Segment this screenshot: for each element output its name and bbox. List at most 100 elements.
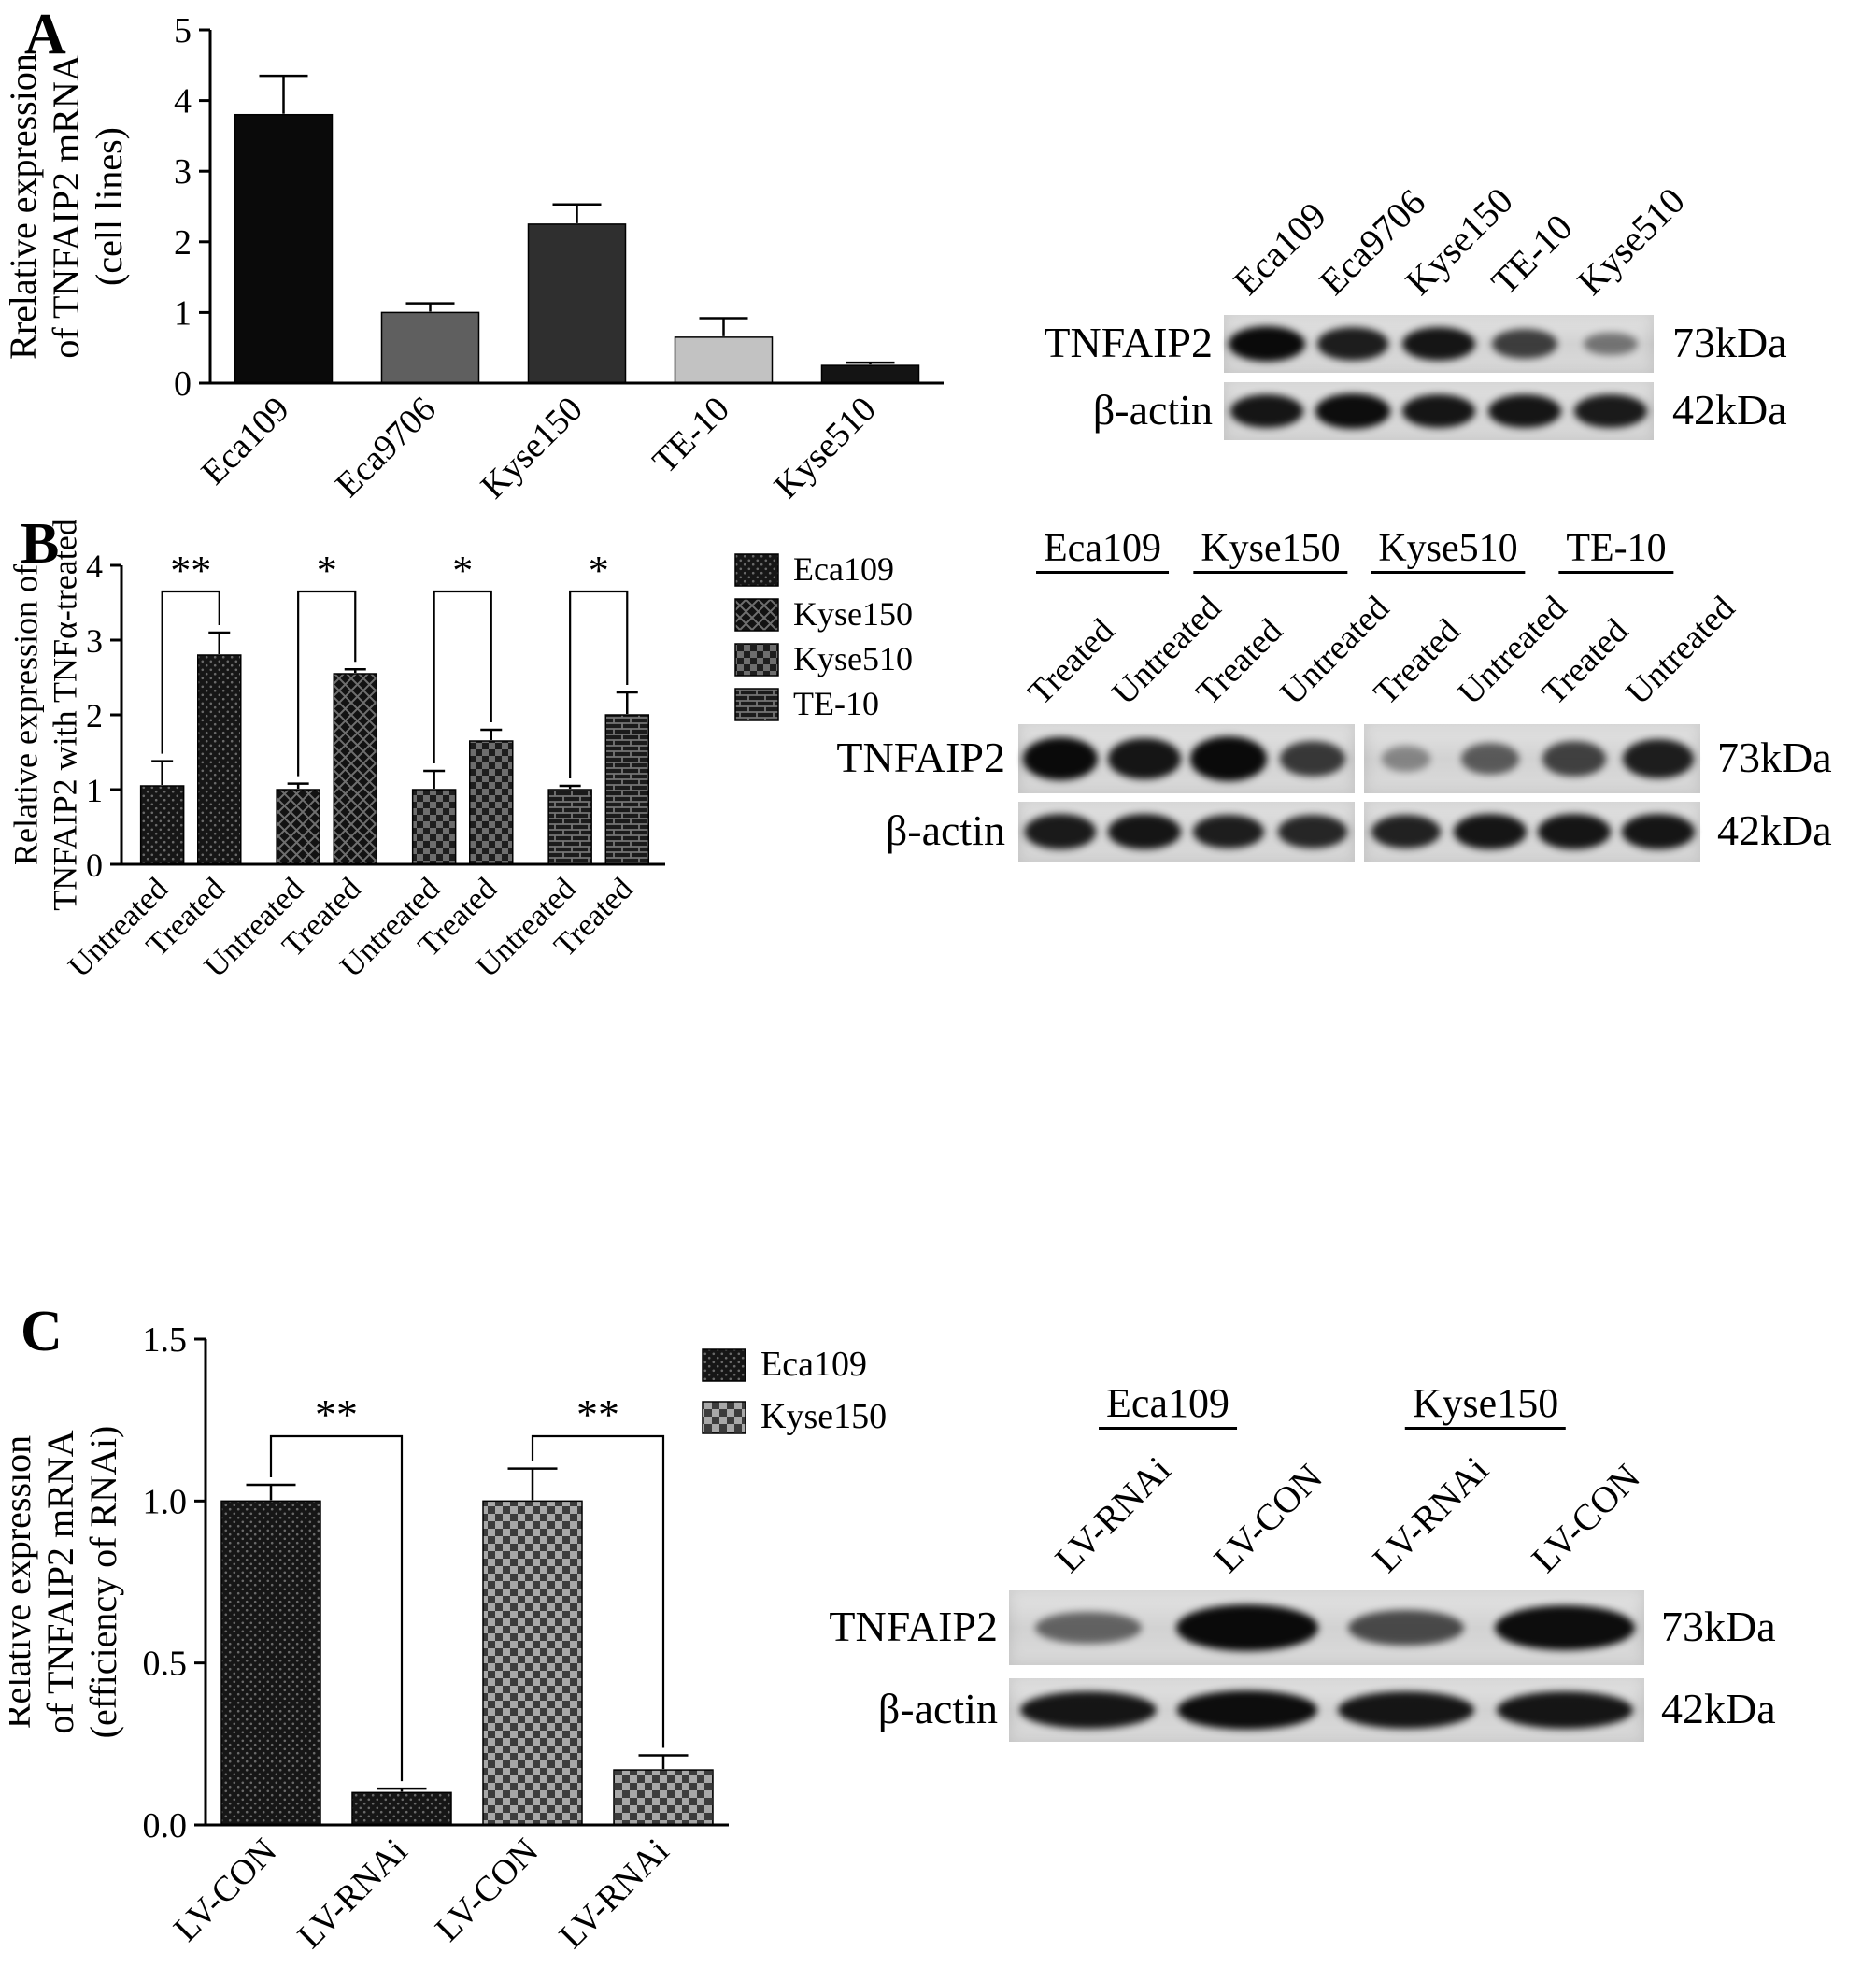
error-bar [151,760,174,785]
blot-kda-label: 42kDa [1672,386,1787,435]
error-bar [507,1467,558,1501]
blot-band [1622,814,1695,849]
blot-lane-label: Untreated [1618,589,1743,713]
blot-band [1278,815,1347,848]
blot-band [1495,1604,1635,1651]
y-tick-label: 1 [86,772,103,809]
y-tick-label: 1.0 [143,1482,188,1521]
error-bar [552,203,602,223]
blot-band [1381,746,1431,772]
significance-bracket [297,590,357,777]
bar [411,789,457,865]
bar [234,113,334,384]
legend-label: Eca109 [760,1345,867,1384]
bar [351,1791,452,1826]
y-tick-label: 0 [174,364,192,404]
bar [197,654,242,865]
blot-kda-label: 73kDa [1717,734,1832,782]
blot-lane-label: Treated [1020,611,1122,713]
bar [333,673,378,865]
y-tick-label: 3 [86,622,103,660]
significance-label: * [589,548,609,593]
error-bar [208,631,231,654]
x-category-label: Eca109 [194,390,297,492]
error-bar [480,728,503,740]
blot-group-label: Kyse150 [1193,527,1348,575]
x-category-label: LV-CON [166,1831,284,1949]
blot-protein-label: β-actin [1092,386,1213,435]
significance-bracket [269,1434,404,1782]
bar [220,1500,321,1826]
panel-a: A 0 1 2 3 4 5 Eca109 Eca9706 Kyse150 TE-10 Kyse510… [0,0,1876,528]
bar [613,1769,714,1826]
blot-band [1584,332,1638,356]
blot-lane-label: Eca109 [1225,193,1335,304]
blot-band [1542,741,1606,777]
x-category-label: TE-10 [646,390,737,481]
legend-label: TE-10 [793,685,879,722]
error-bar [423,769,446,789]
panel-c: C ** ** 0.0 0.5 1.0 1.5 LV-CON LV-RNAi LV-CON LV-… [0,1290,1876,1981]
blot-group-label: TE-10 [1558,527,1674,575]
panel-c-letter: C [21,1300,63,1363]
blot-kda-label: 42kDa [1661,1685,1776,1733]
blot-band [1229,393,1304,429]
blot-lane-label: LV-RNAi [1364,1447,1497,1581]
blot-lane-label: Kyse510 [1569,178,1693,304]
legend-label: Kyse150 [760,1397,887,1436]
blot-band [1315,393,1391,429]
error-bar [699,317,748,336]
y-axis-title: Relative expression ofTNFAIP2 with TNFα-… [11,520,84,911]
y-axis-title: Relative expressionof TNFAIP2 mRNA(effic… [9,1426,124,1739]
blot-group-label: Kyse150 [1404,1380,1567,1431]
y-tick-label: 2 [174,223,192,263]
panel-c-western-blot: TNFAIP2 73kDa β-actin 42kDa LV-RNAi LV-CON LV-… [794,1355,1873,1803]
panel-b: B ** * * * 0 1 2 3 4 Untreated Treated Untreated Tre… [0,509,1876,1294]
blot-band [1022,736,1099,781]
legend-swatch [702,1401,746,1434]
bar [674,336,774,384]
panel-b-western-blot: TNFAIP2 73kDa β-actin 42kDa Treated Untreated… [794,523,1873,916]
x-category-label: Eca9706 [328,390,444,506]
legend-swatch [734,553,779,587]
y-tick-label: 4 [86,548,103,585]
bar [604,714,650,865]
y-tick-label: 3 [174,152,192,192]
x-category-label: LV-RNAi [291,1831,416,1957]
legend-label: Kyse150 [793,595,913,633]
blot-band [1338,1690,1474,1730]
blot-band [1175,1604,1319,1651]
legend-swatch [734,598,779,632]
blot-group-label: Eca109 [1036,527,1169,575]
error-bar [638,1754,689,1770]
blot-band [1401,393,1476,429]
x-category-label: LV-CON [428,1831,546,1949]
blot-band [1492,329,1557,359]
x-category-label: LV-RNAi [552,1831,677,1957]
significance-label: * [317,548,337,593]
blot-group-label: Kyse510 [1371,527,1526,575]
error-bar [259,74,308,114]
error-bar [377,1787,427,1792]
blot-group-label: Eca109 [1099,1380,1237,1431]
blot-protein-label: TNFAIP2 [836,734,1005,782]
significance-bracket [531,1434,665,1748]
legend-swatch [702,1348,746,1382]
panel-c-bar-chart: ** **0.00.51.01.5LV-CON LV-RNAi LV-CON LV-RN… [9,1320,887,1957]
blot-band [1574,394,1647,428]
y-tick-label: 1.5 [143,1320,188,1360]
significance-label: * [452,548,473,593]
blot-protein-label: TNFAIP2 [1044,319,1213,367]
significance-bracket [433,590,492,763]
error-bar [287,782,309,789]
blot-protein-label: β-actin [885,806,1005,855]
blot-band [1454,814,1527,849]
panel-a-western-blot: TNFAIP2 73kDa β-actin 42kDa Eca109 Eca9706 Kys… [981,14,1869,523]
blot-band [1316,327,1389,361]
legend-swatch [734,688,779,721]
bar [469,740,514,865]
bar [527,223,627,384]
bar [482,1500,583,1826]
